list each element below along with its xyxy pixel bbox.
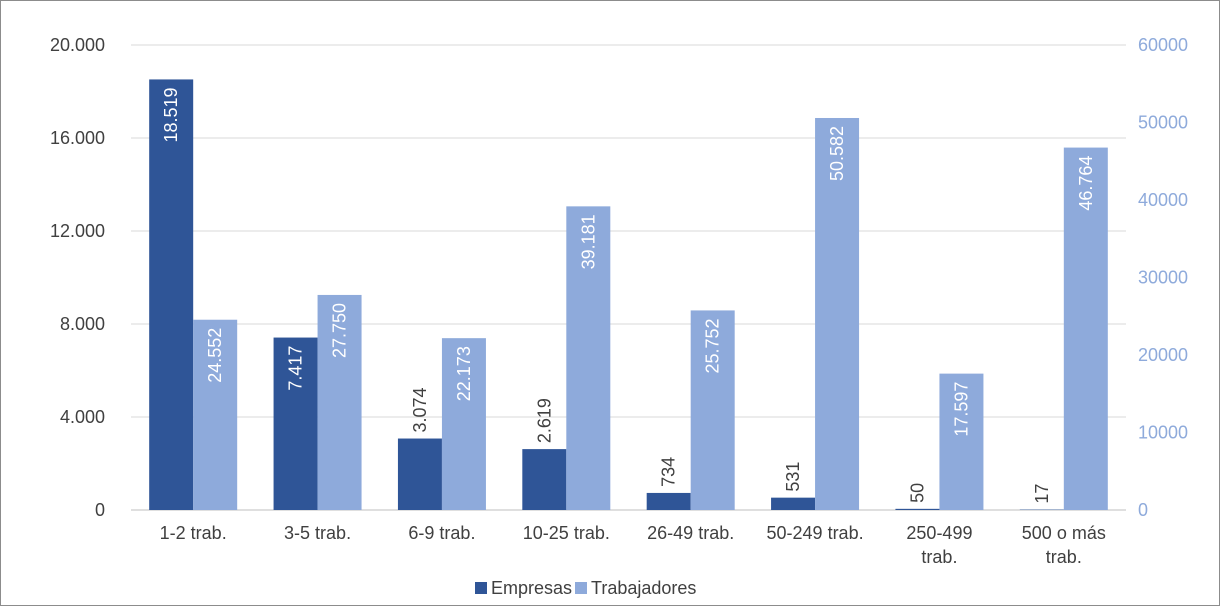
legend-label-empresas: Empresas	[491, 578, 572, 598]
y-left-tick-label: 12.000	[50, 221, 105, 241]
y-right-tick-label: 60000	[1138, 35, 1188, 55]
legend: Empresas Trabajadores	[475, 578, 696, 598]
bar-trabajadores-3	[441, 338, 486, 510]
y-right-tick-label: 10000	[1138, 423, 1188, 443]
bar-label-trabajadores-2: 27.750	[330, 303, 350, 358]
bar-empresas-5	[646, 492, 691, 510]
bar-trabajadores-8	[1063, 147, 1108, 511]
bar-labels: 18.519 24.552 7.417 27.750 3.074 22.173 2.619 3…	[161, 87, 1096, 503]
y-left-tick-label: 8.000	[60, 314, 105, 334]
bar-label-trabajadores-4: 39.181	[578, 214, 598, 269]
bar-label-empresas-8: 17	[1032, 484, 1052, 504]
x-tick-label-7: trab.	[921, 547, 957, 567]
y-left-tick-label: 4.000	[60, 407, 105, 427]
bar-empresas-1	[149, 79, 194, 510]
bar-trabajadores-2	[317, 294, 362, 510]
y-left-tick-label: 16.000	[50, 128, 105, 148]
y-left-tick-label: 20.000	[50, 35, 105, 55]
axes: 0 4.000 8.000 12.000 16.000 20.000 0 10000 20000…	[50, 35, 1188, 567]
bar-label-empresas-7: 50	[907, 483, 927, 503]
y-right-tick-label: 0	[1138, 500, 1148, 520]
y-right-tick-label: 40000	[1138, 190, 1188, 210]
x-tick-label-8: trab.	[1046, 547, 1082, 567]
legend-swatch-empresas	[475, 582, 487, 594]
x-tick-label-3: 6-9 trab.	[408, 523, 475, 543]
bar-empresas-2	[273, 337, 318, 510]
bar-trabajadores-5	[690, 310, 735, 510]
x-tick-label-6: 50-249 trab.	[767, 523, 864, 543]
bar-label-trabajadores-5: 25.752	[703, 318, 723, 373]
bar-label-empresas-5: 734	[659, 457, 679, 487]
bar-empresas-3	[397, 438, 442, 510]
bar-empresas-4	[522, 449, 567, 510]
bar-label-empresas-6: 531	[783, 462, 803, 492]
bar-label-trabajadores-3: 22.173	[454, 346, 474, 401]
y-right-tick-label: 30000	[1138, 268, 1188, 288]
x-tick-label-8: 500 o más	[1022, 523, 1106, 543]
y-left-tick-label: 0	[95, 500, 105, 520]
x-tick-label-1: 1-2 trab.	[160, 523, 227, 543]
bar-trabajadores-1	[193, 319, 238, 510]
bar-label-empresas-3: 3.074	[410, 387, 430, 432]
bar-label-empresas-4: 2.619	[534, 398, 554, 443]
bar-label-trabajadores-6: 50.582	[827, 126, 847, 181]
bar-label-empresas-1: 18.519	[161, 87, 181, 142]
bar-label-trabajadores-1: 24.552	[205, 328, 225, 383]
y-right-tick-label: 20000	[1138, 345, 1188, 365]
bar-empresas-7	[895, 508, 940, 510]
bar-trabajadores-6	[815, 117, 860, 510]
bar-label-empresas-2: 7.417	[286, 346, 306, 391]
x-tick-label-2: 3-5 trab.	[284, 523, 351, 543]
bar-trabajadores-4	[566, 206, 611, 511]
bar-label-trabajadores-8: 46.764	[1076, 156, 1096, 211]
x-tick-label-4: 10-25 trab.	[523, 523, 610, 543]
bar-empresas-6	[771, 497, 816, 510]
legend-label-trabajadores: Trabajadores	[591, 578, 696, 598]
x-tick-label-5: 26-49 trab.	[647, 523, 734, 543]
bar-label-trabajadores-7: 17.597	[951, 382, 971, 437]
x-tick-label-7: 250-499	[906, 523, 972, 543]
bar-trabajadores-7	[939, 373, 984, 510]
y-right-tick-label: 50000	[1138, 113, 1188, 133]
bars	[149, 79, 1108, 511]
legend-swatch-trabajadores	[575, 582, 587, 594]
